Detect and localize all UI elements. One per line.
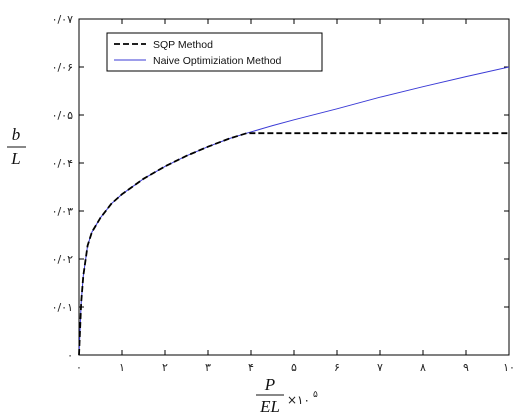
legend-label-sqp: SQP Method — [153, 39, 213, 51]
x-tick-label: ۷ — [377, 361, 383, 374]
x-axis: ۰ ۱ ۲ ۳ ۴ ۵ ۶ ۷ ۸ ۹ ۱۰ — [76, 19, 513, 374]
legend: SQP Method Naive Optimiziation Method — [106, 32, 323, 72]
y-tick-label: ۰/۰۶ — [52, 61, 73, 74]
x-tick-label: ۱۰ — [503, 361, 513, 374]
y-axis-label: b L — [7, 125, 26, 168]
x-tick-label: ۴ — [248, 361, 254, 374]
plot-area — [78, 18, 510, 356]
x-tick-label: ۵ — [291, 361, 297, 374]
x-tick-label: ۶ — [334, 361, 340, 374]
y-tick-label: ۰/۰۳ — [52, 205, 74, 218]
series-line-sqp — [78, 132, 509, 356]
x-tick-label: ۳ — [205, 361, 211, 374]
y-tick-label: ۰/۰۲ — [52, 253, 74, 266]
y-tick-label: ۰/۰۱ — [52, 301, 73, 314]
y-tick-label: ۰/۰۷ — [52, 13, 74, 26]
x-label-numerator: P — [264, 375, 275, 394]
y-tick-label: ۰/۰۴ — [52, 157, 74, 170]
legend-box — [106, 32, 323, 72]
y-axis: ۰ ۰/۰۱ ۰/۰۲ ۰/۰۳ ۰/۰۴ ۰/۰۵ ۰/۰۶ ۰/۰۷ — [52, 13, 509, 362]
legend-label-naive: Naive Optimiziation Method — [153, 55, 282, 67]
x-tick-label: ۱ — [119, 361, 125, 374]
x-tick-label: ۹ — [463, 361, 469, 374]
x-axis-label: P EL ×۱۰ ۵ — [256, 375, 318, 416]
y-label-numerator: b — [12, 125, 21, 144]
x-tick-label: ۲ — [162, 361, 168, 374]
series-layer — [78, 66, 510, 356]
x-label-denominator: EL — [259, 397, 280, 416]
x-label-exponent: ۵ — [313, 390, 318, 400]
x-tick-label: ۸ — [420, 361, 426, 374]
y-tick-label: ۰/۰۵ — [52, 109, 74, 122]
x-tick-label: ۰ — [76, 361, 82, 374]
y-tick-label: ۰ — [67, 349, 73, 362]
y-label-denominator: L — [10, 149, 20, 168]
x-label-multiplier: ×۱۰ — [287, 393, 310, 407]
